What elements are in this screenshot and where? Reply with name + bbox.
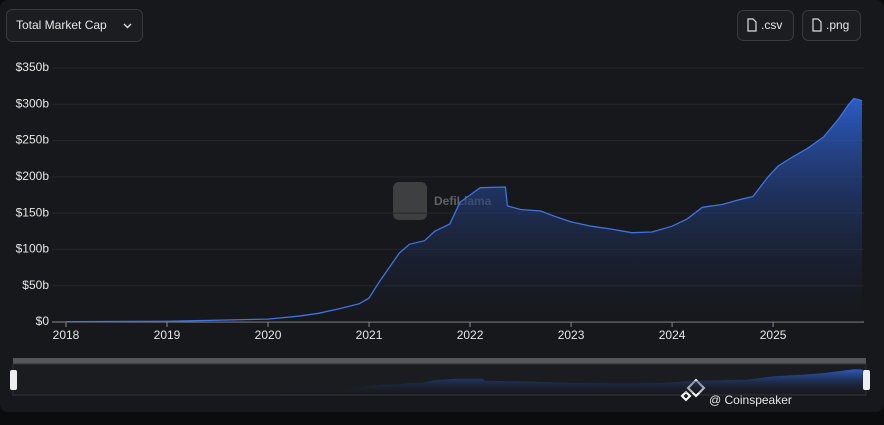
x-tick-label: 2021	[356, 328, 383, 342]
y-tick-label: $350b	[16, 60, 50, 74]
y-tick-label: $150b	[16, 205, 50, 219]
y-tick-label: $100b	[16, 242, 50, 256]
brush-bar[interactable]	[13, 358, 866, 364]
dropdown-label[interactable]: Total Market Cap	[16, 18, 107, 32]
x-tick-label: 2019	[154, 328, 181, 342]
csv-label[interactable]: .csv	[761, 18, 782, 32]
area	[14, 369, 863, 393]
area	[66, 98, 862, 322]
file-icon	[747, 18, 757, 32]
brush-handle[interactable]	[863, 370, 870, 390]
y-tick-label: $50b	[22, 278, 49, 292]
png-label[interactable]: .png	[826, 18, 849, 32]
csv-button[interactable]	[737, 10, 794, 41]
chevron	[123, 23, 132, 29]
png-button[interactable]	[802, 10, 861, 41]
brush-handle[interactable]	[10, 370, 17, 390]
x-tick-label: 2024	[659, 328, 686, 342]
credit-text: @ Coinspeaker	[709, 393, 792, 407]
y-tick-label: $0	[36, 314, 50, 328]
y-tick-label: $200b	[16, 169, 50, 183]
x-tick-label: 2022	[457, 328, 484, 342]
y-tick-label: $300b	[16, 96, 50, 110]
x-tick-label: 2025	[760, 328, 787, 342]
x-tick-label: 2020	[255, 328, 282, 342]
y-tick-label: $250b	[16, 133, 50, 147]
dropdown[interactable]	[6, 9, 143, 42]
line	[65, 97, 863, 323]
x-tick-label: 2023	[558, 328, 585, 342]
file-icon	[812, 18, 822, 32]
x-tick-label: 2018	[53, 328, 80, 342]
watermark-logo	[393, 182, 427, 220]
